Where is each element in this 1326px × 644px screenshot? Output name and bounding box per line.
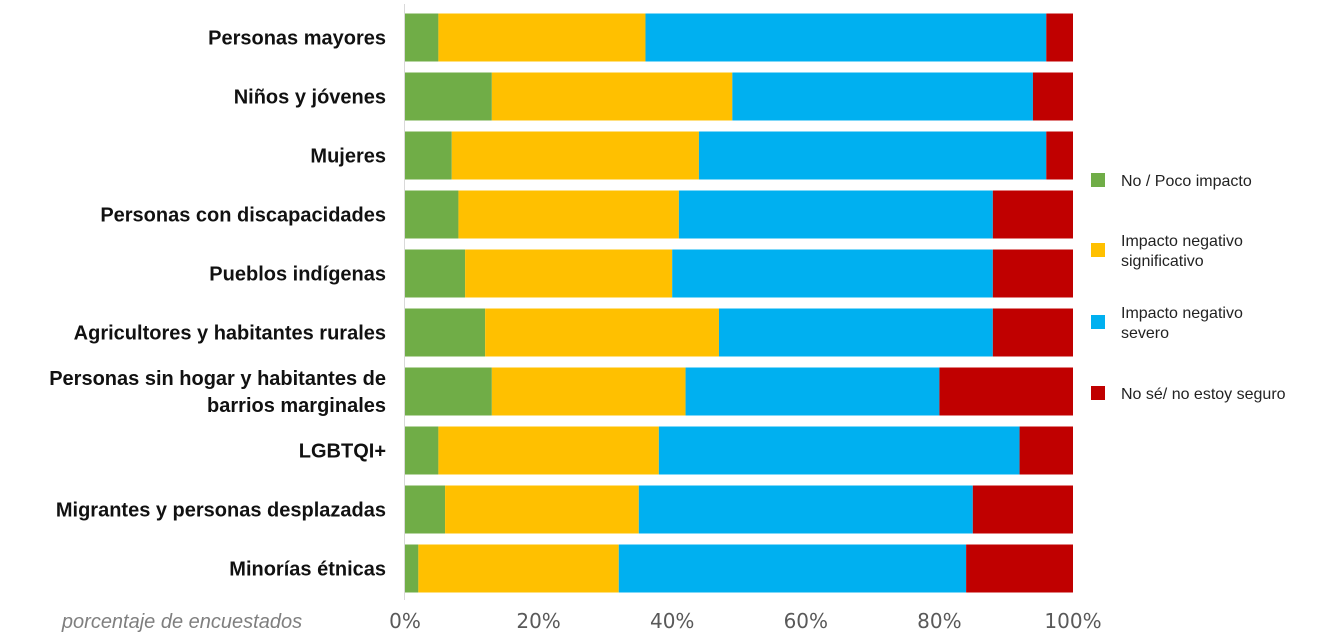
bar-segment-agricultores-y-habitantes-rurales-impacto-negativo-significativo [485,308,719,357]
legend-label-no-se-no-estoy-seguro: No sé/ no estoy seguro [1121,386,1286,403]
bar-segment-personas-sin-hogar-y-habitantes-de-barrios-marginales-impacto-negativo-severo [685,367,940,416]
bar-segment-agricultores-y-habitantes-rurales-impacto-negativo-severo [718,308,993,357]
category-label-ninos-y-jovenes: Niños y jóvenes [234,87,386,109]
bar-segment-personas-sin-hogar-y-habitantes-de-barrios-marginales-no-se-no-estoy-seguro [939,367,1073,416]
bar-segment-mujeres-impacto-negativo-significativo [451,131,699,180]
category-label-personas-mayores: Personas mayores [208,28,386,50]
legend-label-no-poco-impacto: No / Poco impacto [1121,173,1252,190]
legend-label-impacto-negativo-severo-line-1: Impacto negativo [1121,305,1243,322]
legend: No / Poco impacto Impacto negativo signifi… [1091,173,1286,403]
bar-segment-minorias-etnicas-no-poco-impacto [405,544,419,593]
legend-swatch-impacto-negativo-severo [1091,315,1105,329]
category-label-pueblos-indigenas: Pueblos indígenas [209,264,386,286]
bar-segment-lgbtqi-no-poco-impacto [405,426,439,475]
category-label-minorias-etnicas: Minorías étnicas [229,559,386,581]
bar-segment-agricultores-y-habitantes-rurales-no-poco-impacto [405,308,486,357]
bar-segment-ninos-y-jovenes-no-poco-impacto [405,72,492,121]
legend-label-impacto-negativo-significativo-line-2: significativo [1121,253,1204,270]
bar-segment-personas-mayores-no-se-no-estoy-seguro [1046,13,1073,62]
bar-segment-personas-mayores-impacto-negativo-significativo [438,13,646,62]
legend-swatch-impacto-negativo-significativo [1091,243,1105,257]
x-tick-label-0: 0% [389,609,421,633]
bars-group [405,13,1073,593]
bar-segment-pueblos-indigenas-no-se-no-estoy-seguro [992,249,1073,298]
bar-segment-ninos-y-jovenes-impacto-negativo-significativo [491,72,733,121]
category-label-personas-sin-hogar-y-habitantes-de-barrios-marginales-line-1: Personas sin hogar y habitantes de [49,368,386,390]
bar-segment-mujeres-impacto-negativo-severo [698,131,1047,180]
bar-segment-minorias-etnicas-impacto-negativo-severo [618,544,967,593]
x-tick-label-40: 40% [650,609,694,633]
x-tick-label-80: 80% [917,609,961,633]
x-tick-label-20: 20% [516,609,560,633]
bar-segment-lgbtqi-impacto-negativo-significativo [438,426,659,475]
bar-segment-personas-mayores-impacto-negativo-severo [645,13,1047,62]
bar-segment-personas-con-discapacidades-no-se-no-estoy-seguro [992,190,1073,239]
bar-segment-pueblos-indigenas-no-poco-impacto [405,249,466,298]
x-tick-label-60: 60% [784,609,828,633]
category-label-personas-sin-hogar-y-habitantes-de-barrios-marginales-line-2: barrios marginales [207,395,386,417]
bar-segment-minorias-etnicas-no-se-no-estoy-seguro [966,544,1073,593]
bar-segment-migrantes-y-personas-desplazadas-impacto-negativo-severo [638,485,973,534]
bar-segment-personas-mayores-no-poco-impacto [405,13,439,62]
bar-segment-mujeres-no-poco-impacto [405,131,452,180]
category-labels: Personas mayores Niños y jóvenes Mujeres Pe… [49,28,386,581]
category-label-migrantes-y-personas-desplazadas: Migrantes y personas desplazadas [56,500,386,522]
bar-segment-lgbtqi-no-se-no-estoy-seguro [1019,426,1073,475]
bar-segment-ninos-y-jovenes-no-se-no-estoy-seguro [1032,72,1073,121]
bar-segment-personas-sin-hogar-y-habitantes-de-barrios-marginales-impacto-negativo-significativo [491,367,686,416]
category-label-lgbtqi: LGBTQI+ [299,441,386,463]
x-tick-labels: 0% 20% 40% 60% 80% 100% [389,609,1101,633]
bar-segment-migrantes-y-personas-desplazadas-no-se-no-estoy-seguro [972,485,1073,534]
legend-label-impacto-negativo-significativo-line-1: Impacto negativo [1121,233,1243,250]
bar-segment-migrantes-y-personas-desplazadas-impacto-negativo-significativo [445,485,639,534]
bar-segment-pueblos-indigenas-impacto-negativo-severo [672,249,993,298]
bar-segment-agricultores-y-habitantes-rurales-no-se-no-estoy-seguro [992,308,1073,357]
legend-swatch-no-poco-impacto [1091,173,1105,187]
legend-label-impacto-negativo-severo-line-2: severo [1121,325,1169,342]
bar-segment-personas-con-discapacidades-impacto-negativo-significativo [458,190,679,239]
bar-segment-pueblos-indigenas-impacto-negativo-significativo [465,249,673,298]
bar-segment-minorias-etnicas-impacto-negativo-significativo [418,544,619,593]
category-label-mujeres: Mujeres [310,146,386,168]
bar-segment-personas-sin-hogar-y-habitantes-de-barrios-marginales-no-poco-impacto [405,367,492,416]
x-axis-title: porcentaje de encuestados [61,611,302,633]
bar-segment-lgbtqi-impacto-negativo-severo [658,426,1020,475]
bar-segment-ninos-y-jovenes-impacto-negativo-severo [732,72,1033,121]
category-label-personas-con-discapacidades: Personas con discapacidades [100,205,386,227]
x-tick-label-100: 100% [1044,609,1101,633]
bar-segment-personas-con-discapacidades-no-poco-impacto [405,190,459,239]
legend-swatch-no-se-no-estoy-seguro [1091,386,1105,400]
bar-segment-mujeres-no-se-no-estoy-seguro [1046,131,1073,180]
category-label-agricultores-y-habitantes-rurales: Agricultores y habitantes rurales [74,323,386,345]
bar-segment-migrantes-y-personas-desplazadas-no-poco-impacto [405,485,446,534]
bar-segment-personas-con-discapacidades-impacto-negativo-severo [678,190,993,239]
